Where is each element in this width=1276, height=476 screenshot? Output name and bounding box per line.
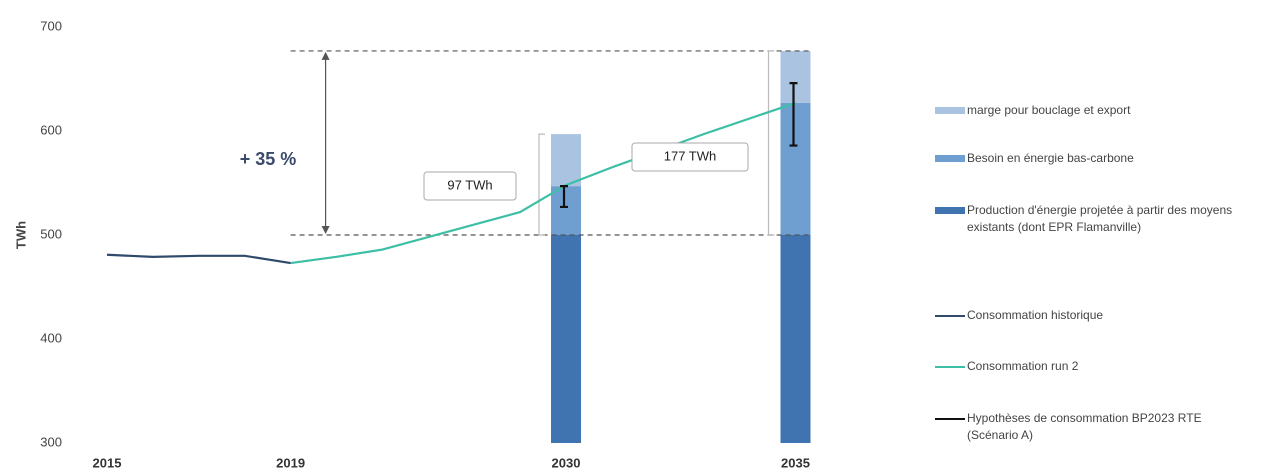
y-tick-label: 500 bbox=[40, 226, 62, 241]
annotation: 97 TWh bbox=[447, 177, 492, 192]
bar-segment bbox=[551, 235, 581, 443]
legend-label: Consommation historique bbox=[967, 308, 1104, 322]
y-tick-label: 400 bbox=[40, 330, 62, 345]
error-bar bbox=[560, 185, 568, 209]
legend-label: Hypothèses de consommation BP2023 RTE (S… bbox=[967, 411, 1202, 442]
legend-swatch bbox=[935, 150, 967, 167]
legend-label: Besoin en énergie bas-carbone bbox=[967, 151, 1134, 165]
y-tick-label: 700 bbox=[40, 18, 62, 33]
x-tick-label: 2035 bbox=[781, 455, 810, 470]
y-tick-label: 600 bbox=[40, 122, 62, 137]
bracket bbox=[538, 133, 545, 236]
legend-item: Consommation run 2 bbox=[935, 358, 1237, 375]
bar-segment bbox=[780, 235, 811, 443]
annotation: 177 TWh bbox=[664, 148, 717, 163]
annotation: + 35 % bbox=[240, 149, 297, 169]
bar-segment bbox=[780, 102, 811, 235]
legend-swatch bbox=[935, 307, 967, 324]
x-tick-label: 2019 bbox=[276, 455, 305, 470]
error-bar bbox=[789, 82, 798, 147]
bar-segment bbox=[780, 50, 811, 103]
legend-swatch bbox=[935, 358, 967, 375]
y-tick-label: 300 bbox=[40, 434, 62, 449]
bar-segment bbox=[551, 134, 581, 187]
legend-label: Consommation run 2 bbox=[967, 359, 1079, 373]
x-tick-label: 2030 bbox=[552, 455, 581, 470]
annotation-box bbox=[423, 171, 517, 201]
legend-item: Hypothèses de consommation BP2023 RTE (S… bbox=[935, 410, 1237, 444]
annotation-box bbox=[631, 142, 749, 172]
legend-item: Production d'énergie projetée à partir d… bbox=[935, 202, 1237, 236]
bracket bbox=[767, 50, 775, 236]
legend-swatch bbox=[935, 102, 967, 119]
legend-label: Production d'énergie projetée à partir d… bbox=[967, 203, 1233, 234]
legend-label: marge pour bouclage et export bbox=[967, 103, 1131, 117]
line-series bbox=[106, 253, 291, 265]
legend-swatch bbox=[935, 202, 967, 219]
legend-item: Besoin en énergie bas-carbone bbox=[935, 150, 1237, 167]
x-tick-label: 2015 bbox=[93, 455, 122, 470]
legend-item: marge pour bouclage et export bbox=[935, 102, 1237, 119]
legend-swatch bbox=[935, 410, 967, 427]
legend-item: Consommation historique bbox=[935, 307, 1237, 324]
bar-segment bbox=[551, 186, 581, 235]
line-series bbox=[290, 101, 796, 265]
y-axis-label: TWh bbox=[13, 221, 28, 249]
